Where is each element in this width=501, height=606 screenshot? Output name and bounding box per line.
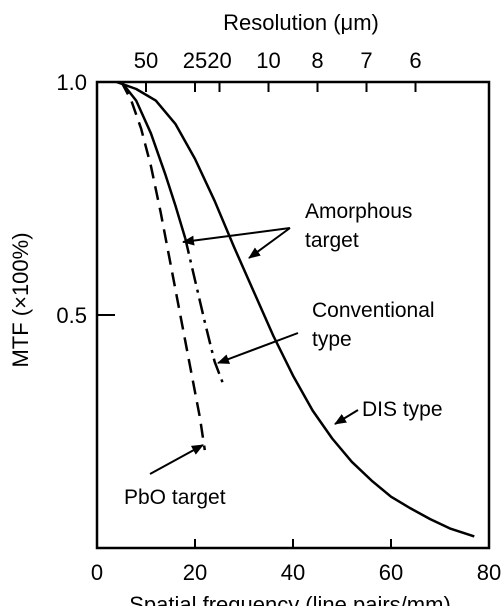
annotation-pbo-target: PbO target bbox=[124, 486, 226, 509]
top-axis-ticks: 50 25 20 10 8 7 6 bbox=[134, 48, 422, 92]
x-tick-label: 60 bbox=[379, 560, 403, 585]
series-conventional-type bbox=[183, 237, 226, 388]
x-tick-label: 80 bbox=[477, 560, 501, 585]
annotation-amorphous: Amorphous bbox=[305, 200, 412, 223]
annotation-conventional: Conventional bbox=[312, 299, 435, 322]
top-tick-label: 25 bbox=[183, 48, 207, 73]
arrow-dis bbox=[334, 409, 359, 425]
series-dis-type bbox=[116, 80, 475, 538]
y-tick-label: 0.5 bbox=[56, 303, 87, 328]
top-tick-label: 10 bbox=[256, 48, 280, 73]
top-tick-label: 6 bbox=[409, 48, 421, 73]
annotation-conventional-type: type bbox=[312, 328, 352, 351]
top-tick-label: 7 bbox=[360, 48, 372, 73]
top-tick-label: 50 bbox=[134, 48, 158, 73]
annotation-amorphous-target: target bbox=[305, 229, 359, 252]
x-tick-label: 0 bbox=[91, 560, 103, 585]
x-tick-label: 20 bbox=[183, 560, 207, 585]
x-axis-label: Spatial frequency (line pairs/mm) bbox=[129, 592, 451, 606]
annotation-dis-type: DIS type bbox=[362, 398, 443, 421]
top-tick-label: 20 bbox=[207, 48, 231, 73]
arrow-amorphous-2 bbox=[248, 227, 291, 259]
x-axis-ticks: 0 20 40 60 80 bbox=[91, 539, 501, 585]
y-axis-label: MTF (×100%) bbox=[8, 232, 33, 367]
curves bbox=[116, 80, 475, 538]
top-tick-label: 8 bbox=[311, 48, 323, 73]
x-tick-label: 40 bbox=[281, 560, 305, 585]
series-pbo-target bbox=[120, 81, 207, 451]
y-tick-label: 1.0 bbox=[56, 70, 87, 95]
y-axis-ticks: 0.5 1.0 bbox=[56, 70, 115, 328]
top-axis-label: Resolution (μm) bbox=[223, 10, 379, 35]
arrow-conventional bbox=[217, 332, 299, 364]
series-amorphous-target bbox=[120, 81, 187, 239]
arrow-amorphous-1 bbox=[182, 227, 291, 246]
arrow-pbo bbox=[149, 444, 204, 475]
